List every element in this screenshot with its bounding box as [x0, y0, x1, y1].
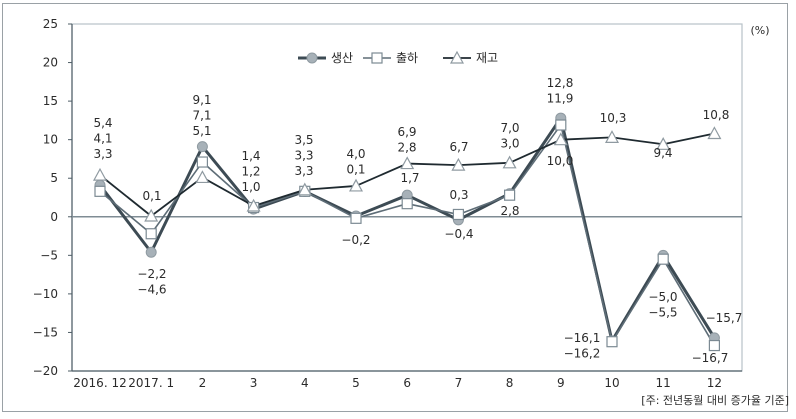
- data-point-출하: [555, 119, 567, 131]
- data-label: 1,2: [241, 165, 260, 179]
- data-label: 1,7: [400, 171, 419, 185]
- y-tick-label: 0: [50, 210, 58, 224]
- data-label: 1,4: [241, 149, 260, 163]
- x-tick-label: 2016. 12: [73, 376, 126, 390]
- data-label: −2,2: [137, 267, 166, 281]
- data-label: 4,0: [346, 147, 365, 161]
- data-label: −15,7: [706, 311, 743, 325]
- y-tick-label: 15: [43, 94, 58, 108]
- data-label: −16,7: [692, 351, 729, 365]
- y-tick-label: −5: [40, 248, 58, 262]
- data-label: 9,4: [653, 146, 672, 160]
- data-label: −16,2: [564, 347, 601, 361]
- data-point-재고: [400, 156, 415, 170]
- data-label: 10,8: [703, 108, 730, 122]
- legend-label: 생산: [331, 51, 353, 65]
- data-point-재고: [246, 198, 261, 212]
- x-tick-label: 11: [656, 376, 671, 390]
- data-label: −0,4: [444, 227, 473, 241]
- data-label: 12,8: [547, 76, 574, 90]
- data-point-재고: [502, 155, 517, 169]
- x-tick-label: 5: [352, 376, 360, 390]
- y-tick-label: 20: [43, 56, 58, 70]
- y-tick-label: −15: [33, 325, 58, 339]
- unit-label: (%): [750, 24, 769, 37]
- x-tick-label: 12: [707, 376, 722, 390]
- data-label: −16,1: [564, 331, 601, 345]
- data-point-재고: [195, 170, 210, 184]
- data-label: 6,7: [449, 140, 468, 154]
- data-label: 2,8: [397, 141, 416, 155]
- y-tick-label: 25: [43, 17, 58, 31]
- data-point-재고: [92, 167, 108, 181]
- data-point-출하: [401, 198, 413, 210]
- data-label: 5,4: [93, 116, 112, 130]
- data-label: 0,1: [346, 163, 365, 177]
- legend-label: 재고: [476, 51, 498, 65]
- data-label: −5,0: [648, 290, 677, 304]
- data-point-재고: [553, 132, 568, 146]
- data-label: 0,3: [449, 188, 468, 202]
- y-tick-label: −20: [33, 364, 58, 378]
- x-tick-label: 3: [250, 376, 258, 390]
- legend-label: 출하: [396, 51, 418, 65]
- data-label: 5,1: [192, 124, 211, 138]
- data-point-출하: [350, 212, 362, 224]
- chart-note: [주: 전년동월 대비 증가율 기준]: [641, 394, 789, 407]
- x-tick-label: 2: [199, 376, 207, 390]
- x-tick-label: 9: [557, 376, 565, 390]
- data-label: −4,6: [137, 283, 166, 297]
- data-label: 10,0: [547, 154, 574, 168]
- data-label: 10,3: [600, 111, 627, 125]
- data-point-재고: [604, 130, 620, 143]
- data-point-재고: [707, 126, 722, 140]
- x-tick-label: 10: [604, 376, 619, 390]
- x-tick-label: 7: [455, 376, 463, 390]
- data-point-출하: [196, 156, 208, 168]
- y-tick-label: 5: [50, 171, 58, 185]
- x-tick-label: 2017. 1: [128, 376, 174, 390]
- x-tick-label: 6: [403, 376, 411, 390]
- data-label: 9,1: [192, 93, 211, 107]
- x-tick-label: 4: [301, 376, 309, 390]
- data-label: −5,5: [648, 306, 677, 320]
- data-point-출하: [94, 185, 106, 197]
- data-point-재고: [297, 182, 312, 196]
- data-point-생산: [196, 141, 208, 153]
- data-point-재고: [348, 178, 364, 192]
- data-point-재고: [656, 137, 671, 150]
- legend-marker-생산: [306, 52, 318, 64]
- data-label: 3,3: [93, 147, 112, 161]
- data-label: 6,9: [397, 125, 416, 139]
- data-point-출하: [606, 336, 618, 348]
- data-point-출하: [452, 208, 464, 221]
- data-label: 0,1: [142, 189, 161, 203]
- legend-marker-재고: [449, 50, 465, 64]
- data-label: 11,9: [547, 92, 574, 106]
- data-point-출하: [657, 253, 669, 265]
- data-label: 1,0: [241, 180, 260, 194]
- data-label: 2,8: [500, 204, 519, 218]
- data-point-출하: [708, 339, 721, 352]
- data-label: 7,1: [192, 109, 211, 123]
- y-tick-label: −10: [33, 287, 58, 301]
- y-tick-label: 10: [43, 133, 58, 147]
- data-label: 7,0: [500, 121, 519, 135]
- data-label: 3,0: [500, 137, 519, 151]
- data-label: 3,3: [294, 149, 313, 163]
- data-point-재고: [451, 157, 466, 171]
- data-point-출하: [504, 189, 516, 201]
- data-point-재고: [144, 208, 159, 222]
- x-tick-label: 8: [506, 376, 514, 390]
- chart-frame: [2, 3, 788, 412]
- data-label: 3,3: [294, 164, 313, 178]
- data-point-생산: [145, 246, 157, 258]
- data-label: −0,2: [341, 233, 370, 247]
- data-label: 3,5: [294, 133, 313, 147]
- legend-marker-출하: [371, 52, 383, 64]
- data-label: 4,1: [93, 132, 112, 146]
- data-point-출하: [145, 228, 157, 240]
